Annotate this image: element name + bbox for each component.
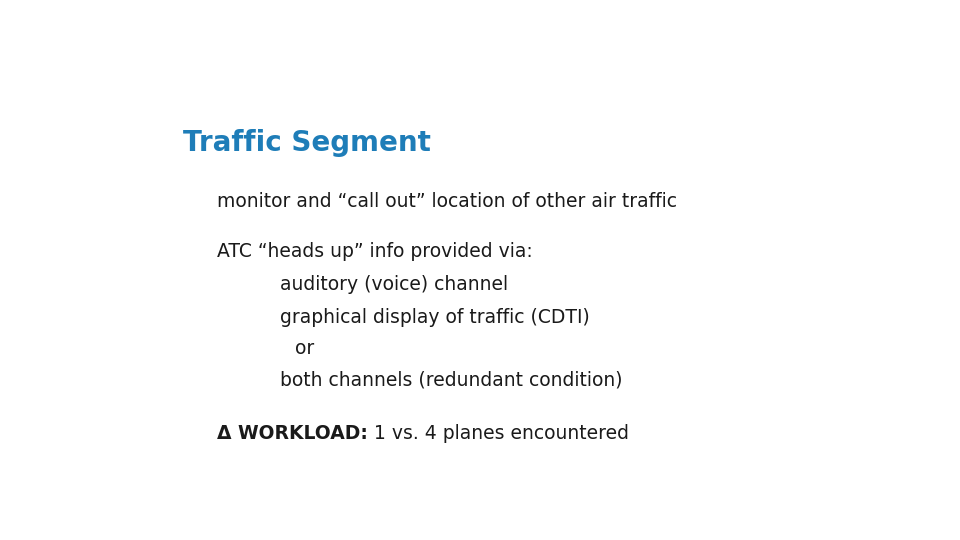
Text: ATC “heads up” info provided via:: ATC “heads up” info provided via: bbox=[217, 241, 533, 260]
Text: auditory (voice) channel: auditory (voice) channel bbox=[280, 275, 508, 294]
Text: Traffic Segment: Traffic Segment bbox=[183, 129, 431, 157]
Text: monitor and “call out” location of other air traffic: monitor and “call out” location of other… bbox=[217, 192, 677, 211]
Text: Δ WORKLOAD:: Δ WORKLOAD: bbox=[217, 424, 368, 443]
Text: or: or bbox=[295, 339, 314, 358]
Text: both channels (redundant condition): both channels (redundant condition) bbox=[280, 370, 622, 389]
Text: 1 vs. 4 planes encountered: 1 vs. 4 planes encountered bbox=[368, 424, 629, 443]
Text: graphical display of traffic (CDTI): graphical display of traffic (CDTI) bbox=[280, 308, 589, 327]
